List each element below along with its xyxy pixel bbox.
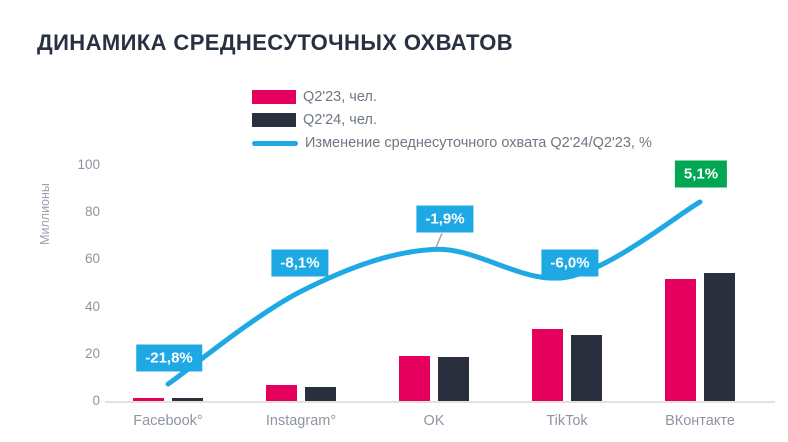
y-axis-tick-20: 20 <box>84 345 100 361</box>
legend-label: Q2'24, чел. <box>303 112 377 128</box>
x-axis-label-2: OK <box>423 413 445 429</box>
x-axis-label-0: Facebook° <box>133 413 203 429</box>
legend-item-change: Изменение среднесуточного охвата Q2'24/Q… <box>252 135 652 151</box>
legend-label: Q2'23, чел. <box>303 89 377 105</box>
change-label-4: 5,1% <box>674 160 728 188</box>
change-label-3: -6,0% <box>541 249 599 277</box>
y-axis-tick-80: 80 <box>84 204 100 220</box>
bar-q223-1 <box>266 384 297 401</box>
x-axis-label-1: Instagram° <box>265 413 337 429</box>
bar-q223-3 <box>532 329 563 401</box>
x-axis-label-4: ВКонтакте <box>665 413 735 429</box>
y-axis-tick-60: 60 <box>84 251 100 267</box>
bar-q223-2 <box>399 356 430 401</box>
bar-q224-1 <box>305 387 336 401</box>
legend-item-q224: Q2'24, чел. <box>252 112 652 128</box>
y-axis-tick-0: 0 <box>92 393 100 408</box>
change-label-2: -1,9% <box>416 205 474 233</box>
page-title: ДИНАМИКА СРЕДНЕСУТОЧНЫХ ОХВАТОВ <box>37 30 514 55</box>
bar-q223-0 <box>133 397 164 401</box>
legend-item-q223: Q2'23, чел. <box>252 89 652 105</box>
legend-swatch-q224 <box>252 113 296 127</box>
x-axis-label-3: TikTok <box>546 413 588 429</box>
label-leader-line <box>435 233 443 248</box>
y-axis-title: Миллионы <box>38 183 52 245</box>
bar-q224-4 <box>704 272 735 401</box>
bar-q224-0 <box>172 398 203 401</box>
legend-swatch-change-line <box>252 140 298 146</box>
bar-q224-3 <box>571 334 602 401</box>
change-label-1: -8,1% <box>271 249 329 277</box>
y-axis-tick-100: 100 <box>77 157 100 172</box>
x-axis-line <box>105 401 775 403</box>
legend-swatch-q223 <box>252 90 296 104</box>
legend: Q2'23, чел. Q2'24, чел. Изменение средне… <box>252 89 652 151</box>
change-label-0: -21,8% <box>136 344 202 372</box>
bar-q224-2 <box>438 357 469 401</box>
y-axis-tick-40: 40 <box>84 298 100 314</box>
legend-label: Изменение среднесуточного охвата Q2'24/Q… <box>305 135 652 151</box>
bar-q223-4 <box>665 279 696 401</box>
